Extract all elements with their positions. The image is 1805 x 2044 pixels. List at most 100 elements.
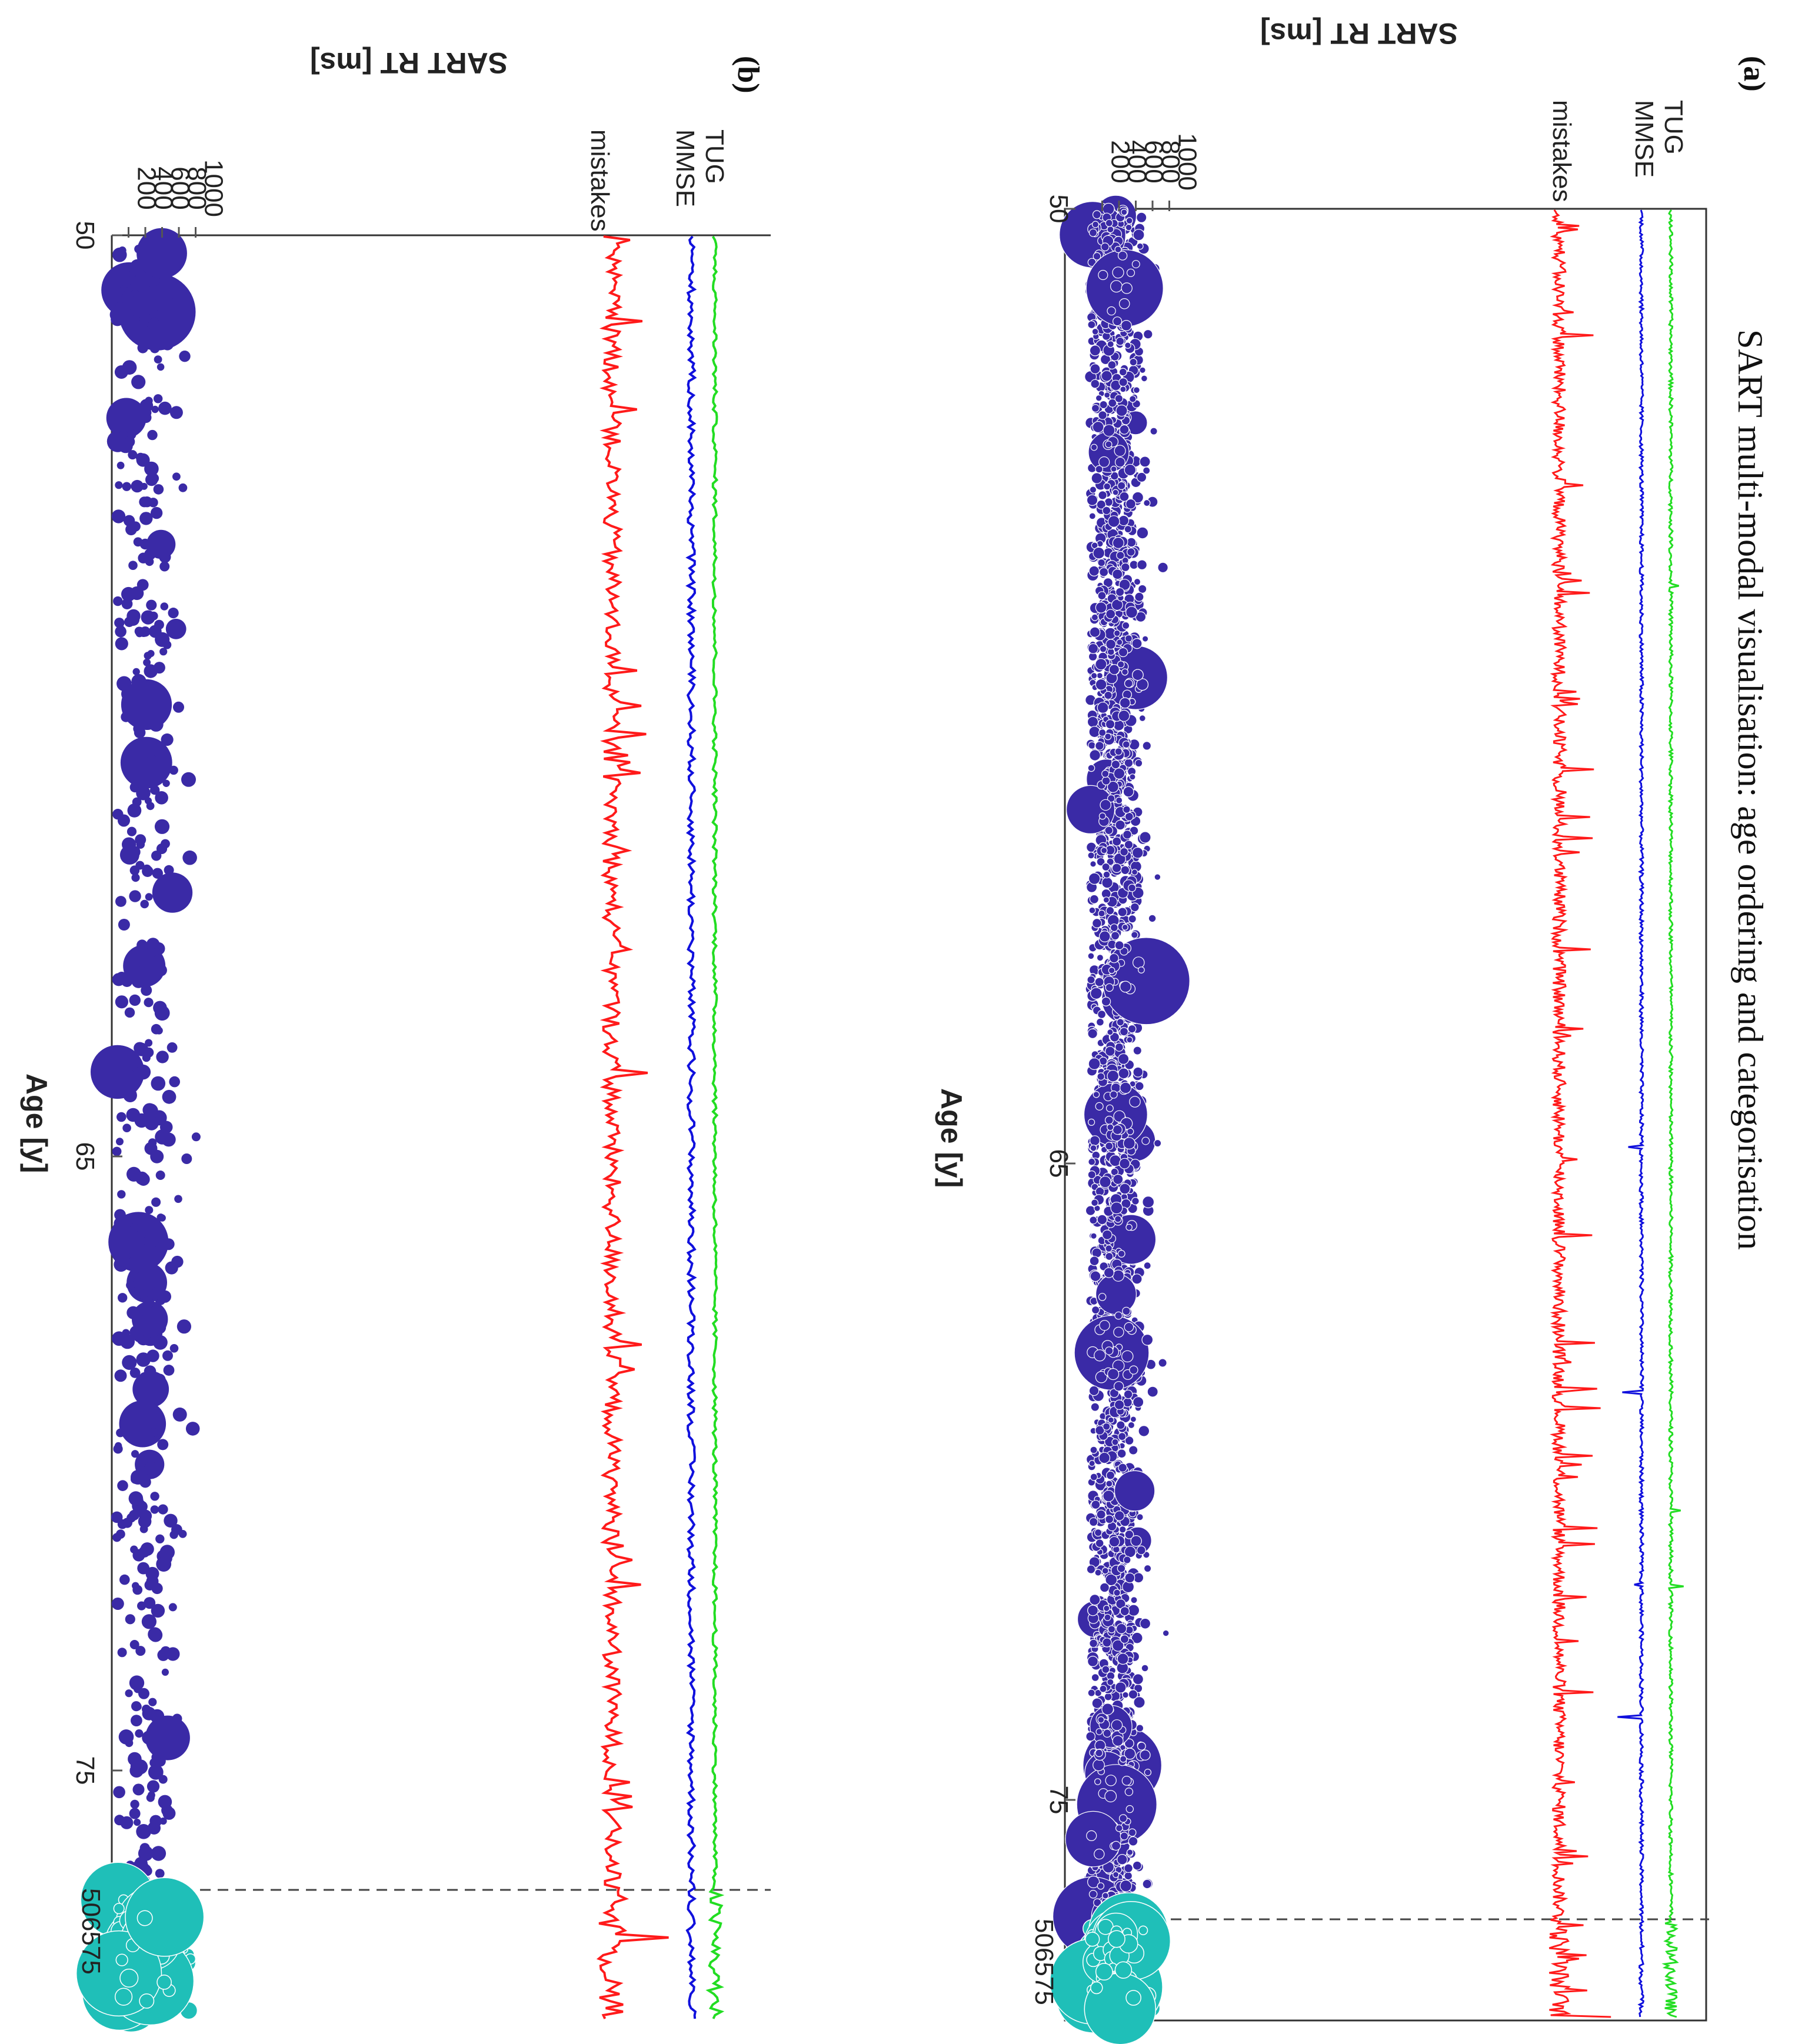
rt-point: [1117, 251, 1128, 261]
rt-point: [154, 619, 164, 630]
rt-point: [1105, 1775, 1117, 1786]
rt-point: [1142, 741, 1152, 751]
rt-point: [1090, 364, 1101, 375]
rt-point: [1107, 1029, 1114, 1036]
rt-point: [145, 1715, 190, 1760]
rt-point: [115, 896, 126, 907]
rt-point: [1095, 678, 1107, 691]
rt-point: [135, 1646, 146, 1656]
rt-point: [1117, 1653, 1129, 1665]
rt-point: [1143, 1564, 1152, 1573]
rt-point: [1087, 975, 1095, 985]
rt-point: [1124, 1871, 1133, 1880]
rt-point: [1091, 472, 1103, 484]
rt-point: [1095, 658, 1107, 671]
rt-point: [1087, 852, 1095, 859]
rt-point: [146, 1780, 160, 1793]
rt-point: [1124, 525, 1133, 533]
rt-point: [155, 1869, 165, 1879]
rt-point: [139, 1843, 150, 1853]
rt-point: [159, 1545, 175, 1560]
rt-point: [1114, 1470, 1155, 1512]
rt-point: [1150, 427, 1158, 435]
rt-point: [161, 839, 170, 849]
rt-point: [139, 1421, 149, 1431]
rt-point: [1107, 1678, 1114, 1686]
rt-point: [1095, 1749, 1103, 1758]
rt-point: [1141, 1664, 1149, 1672]
rt-point: [1094, 1425, 1105, 1436]
rt-category-point: [119, 1968, 139, 1988]
rt-point: [1127, 1604, 1140, 1616]
rt-point: [1118, 368, 1127, 376]
rt-category-point: [114, 1988, 133, 2006]
rt-point: [148, 1628, 163, 1642]
rt-point: [1127, 1024, 1137, 1033]
rt-point: [1088, 872, 1101, 885]
age-tick-label: 50: [1044, 195, 1073, 224]
rt-point: [1119, 491, 1130, 502]
tug-trace: [705, 235, 725, 2019]
rt-point: [151, 405, 159, 414]
rt-point: [1107, 225, 1114, 234]
rt-point: [146, 1793, 155, 1802]
rt-point: [1101, 776, 1111, 786]
rt-point: [1099, 567, 1109, 577]
rt-point: [1120, 386, 1127, 393]
rt-point: [1087, 320, 1096, 329]
rt-point: [1107, 306, 1116, 316]
rt-point: [147, 429, 158, 441]
rt-point: [1118, 709, 1130, 722]
mistakes-trace: [596, 235, 669, 2019]
rt-point: [131, 873, 140, 882]
rt-point: [1115, 336, 1125, 346]
rt-point: [1098, 728, 1107, 737]
panel-a-ylabel: SART RT [ms]: [1260, 17, 1458, 50]
rt-point: [1123, 1389, 1133, 1399]
rt-point: [1089, 345, 1101, 356]
rt-point: [1094, 1848, 1105, 1860]
rt-point: [150, 1505, 159, 1514]
rt-point: [1085, 1205, 1096, 1216]
rt-point: [137, 972, 149, 983]
rt-point: [1142, 1879, 1153, 1889]
rt-point: [1086, 1830, 1097, 1841]
rt-point: [1089, 1639, 1098, 1648]
mmse-trace: [1617, 209, 1646, 2018]
rt-point: [1087, 1118, 1095, 1126]
rt-point: [1103, 1490, 1115, 1502]
rt-point: [120, 1334, 135, 1349]
rt-point: [1107, 1069, 1120, 1082]
mistakes-trace: [1548, 209, 1611, 2018]
rt-point: [1136, 1545, 1146, 1555]
rt-point: [1107, 340, 1114, 348]
rt-point: [1101, 1703, 1114, 1716]
rt-point: [122, 1252, 131, 1261]
rt-point: [151, 851, 162, 861]
rt-point: [1104, 1692, 1113, 1701]
rt-point: [157, 1649, 169, 1661]
rt-point: [129, 865, 140, 875]
rt-point: [135, 834, 146, 846]
rt-point: [1094, 1569, 1102, 1576]
rt-point: [136, 1352, 151, 1367]
rt-point: [1101, 370, 1113, 382]
rt-point: [1137, 1742, 1146, 1750]
y-tick-label: 1000: [1173, 133, 1202, 191]
tug-trace: [1661, 209, 1684, 2018]
rt-point: [1124, 634, 1133, 643]
rt-point: [1121, 282, 1133, 294]
rt-point: [145, 1039, 153, 1047]
rt-point: [1105, 609, 1116, 619]
panel-a-points: [1049, 195, 1190, 2044]
rt-point: [131, 739, 146, 754]
y-tick-label: 200: [132, 166, 161, 209]
rt-point: [1109, 1032, 1120, 1042]
rt-point: [1131, 1273, 1143, 1285]
rt-point: [1094, 977, 1104, 987]
rt-category-point: [1114, 1961, 1133, 1979]
rt-point: [1116, 1018, 1125, 1026]
rt-point: [1114, 1042, 1124, 1052]
rt-point: [151, 1846, 166, 1861]
rt-point: [1131, 638, 1143, 649]
